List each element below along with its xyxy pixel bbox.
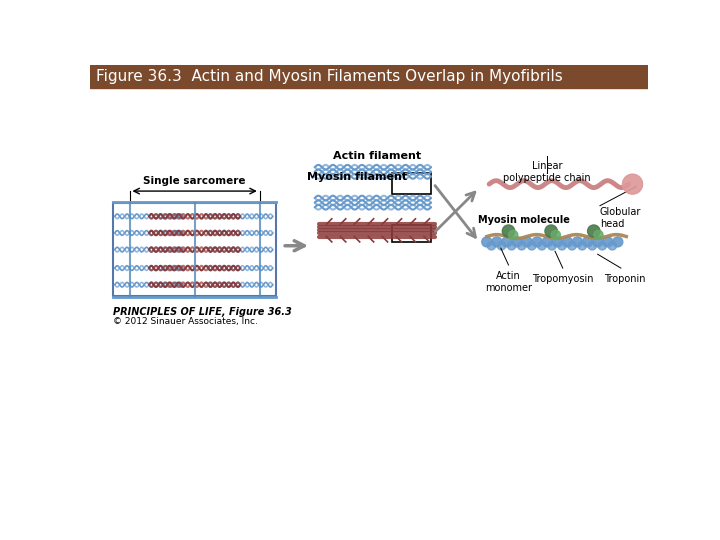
Text: Actin filament: Actin filament xyxy=(333,151,420,161)
Circle shape xyxy=(482,237,492,247)
Text: © 2012 Sinauer Associates, Inc.: © 2012 Sinauer Associates, Inc. xyxy=(113,316,258,326)
Circle shape xyxy=(608,241,616,250)
Circle shape xyxy=(538,241,546,250)
Circle shape xyxy=(593,237,603,247)
Circle shape xyxy=(603,237,613,247)
Text: Myosin molecule: Myosin molecule xyxy=(478,215,570,225)
Circle shape xyxy=(582,237,593,247)
Circle shape xyxy=(542,237,552,247)
Circle shape xyxy=(503,225,515,237)
Circle shape xyxy=(508,231,518,240)
Text: Single sarcomere: Single sarcomere xyxy=(143,177,246,186)
Circle shape xyxy=(532,237,542,247)
Text: Troponin: Troponin xyxy=(604,274,646,284)
Circle shape xyxy=(528,241,536,250)
Circle shape xyxy=(502,237,512,247)
Circle shape xyxy=(512,237,522,247)
Bar xyxy=(90,65,648,88)
Circle shape xyxy=(622,174,642,194)
Circle shape xyxy=(551,231,560,240)
Text: Myosin filament: Myosin filament xyxy=(307,172,408,182)
Circle shape xyxy=(548,241,556,250)
Circle shape xyxy=(558,241,566,250)
Circle shape xyxy=(578,241,586,250)
Text: Linear
polypeptide chain: Linear polypeptide chain xyxy=(503,161,591,183)
Circle shape xyxy=(545,225,557,237)
Circle shape xyxy=(518,241,526,250)
Circle shape xyxy=(522,237,532,247)
Text: PRINCIPLES OF LIFE, Figure 36.3: PRINCIPLES OF LIFE, Figure 36.3 xyxy=(113,307,292,318)
Bar xyxy=(113,204,276,296)
Bar xyxy=(392,225,431,242)
Text: Actin
monomer: Actin monomer xyxy=(485,271,532,293)
Text: Globular
head: Globular head xyxy=(600,207,642,229)
Circle shape xyxy=(492,237,502,247)
Circle shape xyxy=(588,241,596,250)
Text: Tropomyosin: Tropomyosin xyxy=(532,274,593,284)
Circle shape xyxy=(572,237,582,247)
Text: Figure 36.3  Actin and Myosin Filaments Overlap in Myofibrils: Figure 36.3 Actin and Myosin Filaments O… xyxy=(96,69,563,84)
Circle shape xyxy=(598,241,606,250)
Circle shape xyxy=(568,241,576,250)
Circle shape xyxy=(594,231,603,240)
Circle shape xyxy=(508,241,516,250)
Bar xyxy=(392,173,431,194)
Circle shape xyxy=(588,225,600,237)
Circle shape xyxy=(498,241,505,250)
Circle shape xyxy=(562,237,572,247)
Circle shape xyxy=(613,237,623,247)
Circle shape xyxy=(552,237,562,247)
Circle shape xyxy=(487,241,495,250)
